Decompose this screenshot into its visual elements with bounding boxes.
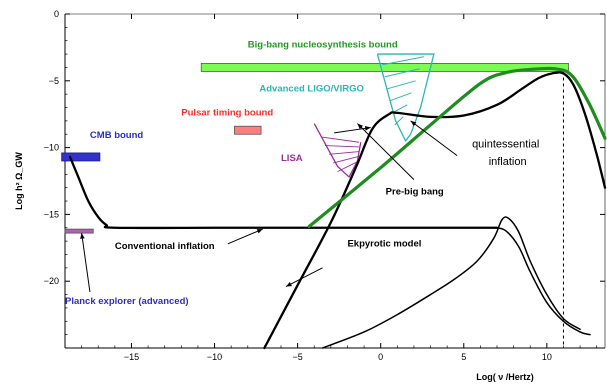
y-tick-label: −10: [44, 143, 59, 153]
label-lisa: LISA: [281, 153, 303, 164]
annotation-arrowhead: [256, 229, 263, 234]
lisa-hatch: [329, 151, 360, 155]
lisa-hatch: [325, 145, 360, 148]
x-axis-label: Log( ν /Hertz): [476, 372, 534, 382]
x-tick-label: 0: [378, 352, 383, 362]
ligo-virgo-hatch: [394, 116, 404, 126]
label-planck-explorer-advanced: Planck explorer (advanced): [65, 296, 189, 307]
bound-big-bang-nucleosynthesis-bound: [200, 63, 569, 72]
annotation-pointer: [81, 233, 91, 292]
bound-planck-explorer-advanced: [64, 228, 94, 234]
lisa-hatch: [320, 136, 360, 143]
annotation-pointer: [334, 127, 371, 134]
bound-cmb-bound: [61, 152, 101, 162]
label-conventional-inflation: Conventional inflation: [115, 241, 215, 252]
label-ekpyrotic-model: Ekpyrotic model: [347, 238, 421, 249]
series-pre-big-bang: [263, 71, 607, 350]
x-tick-label: −15: [124, 352, 139, 362]
lisa-hatch: [337, 160, 360, 173]
label-pre-big-bang: Pre-big bang: [386, 186, 444, 197]
bound-pulsar-timing-bound: [234, 125, 262, 135]
label-cmb-bound: CMB bound: [90, 130, 143, 141]
annotation-arrowhead: [410, 120, 417, 127]
lisa-hatch: [333, 155, 360, 164]
x-tick-label: 10: [542, 352, 552, 362]
annotation-arrowhead: [80, 233, 85, 239]
x-tick-label: −5: [292, 352, 302, 362]
label-big-bang-nucleosynthesis-bound: Big-bang nucleosynthesis bound: [248, 39, 398, 50]
series-quintessential-inflation: [307, 66, 607, 229]
ligo-virgo-hatch: [384, 68, 420, 78]
label-inflation: inflation: [489, 156, 527, 168]
annotation-pointer: [285, 267, 323, 287]
series-conventional-inflation: [68, 155, 499, 230]
x-tick-label: 5: [461, 352, 466, 362]
y-tick-label: −15: [44, 209, 59, 219]
annotation-pointer: [410, 120, 458, 157]
label-pulsar-timing-bound: Pulsar timing bound: [181, 108, 273, 119]
x-tick-label: −10: [207, 352, 222, 362]
annotation-arrowhead: [285, 281, 292, 287]
ligo-virgo-hatch: [389, 92, 412, 102]
label-advanced-ligo-virgo: Advanced LIGO/VIRGO: [259, 83, 364, 94]
annotation-pointer: [357, 123, 415, 181]
annotation-arrowhead: [357, 123, 363, 130]
y-tick-label: 0: [54, 9, 59, 19]
annotation-pointer: [227, 228, 263, 245]
ligo-virgo-region: [376, 53, 435, 143]
y-tick-label: −20: [44, 276, 59, 286]
ligo-virgo-hatch: [382, 56, 424, 66]
y-tick-label: −5: [49, 76, 59, 86]
label-quintessential: quintessential: [472, 139, 539, 151]
ligo-virgo-hatch: [387, 80, 416, 90]
series-ekpyrotic-secondary: [492, 227, 591, 336]
lisa-region: [313, 123, 362, 179]
y-axis-label: Log h² Ω_GW: [14, 152, 24, 210]
series-ekpyrotic-model: [321, 216, 581, 349]
annotation-arrowhead: [364, 126, 371, 131]
